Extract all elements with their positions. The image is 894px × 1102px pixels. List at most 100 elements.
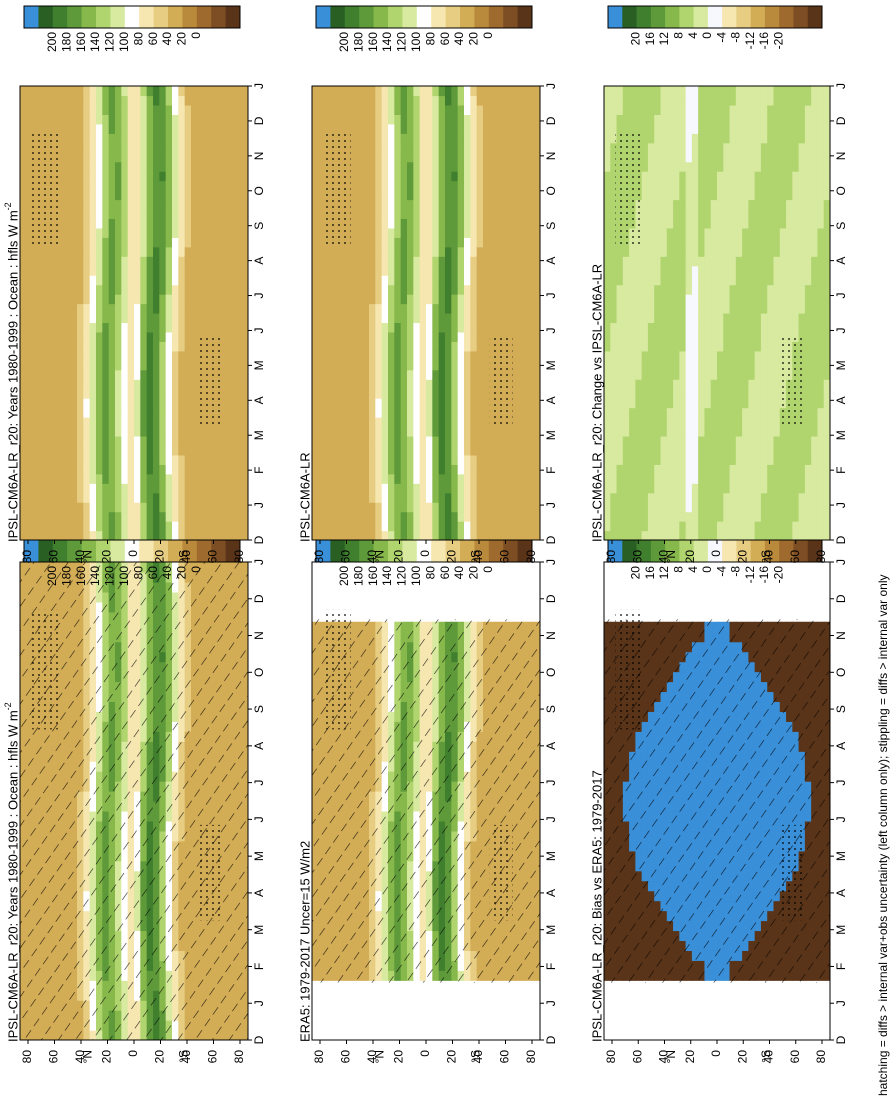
month-tick-label: M: [252, 851, 266, 861]
colorbar-label: 80: [131, 566, 145, 580]
colorbar-swatch: [225, 6, 241, 28]
month-tick-label: M: [544, 360, 558, 370]
month-tick-label: A: [252, 396, 266, 404]
colorbar-label: 180: [351, 566, 365, 586]
panel-title: IPSL-CM6A-LR_r20: Years 1980-1999 : Ocea…: [3, 202, 20, 542]
field-p_tr: [20, 86, 248, 540]
month-tick-label: A: [834, 889, 848, 897]
panel-title: IPSL-CM6A-LR_r20: Years 1980-1999 : Ocea…: [3, 702, 20, 1042]
colorbar-label: -8: [729, 566, 743, 577]
month-tick-label: M: [834, 851, 848, 861]
colorbar-label: 20: [629, 566, 643, 580]
lat-tick-label: 60: [630, 550, 644, 564]
lat-tick-label: 60: [498, 1050, 512, 1064]
month-tick-label: D: [834, 535, 848, 544]
month-tick-label: N: [544, 152, 558, 161]
field-p_tl: [20, 562, 248, 1040]
lat-tick-label: 20: [153, 1050, 167, 1064]
month-tick-label: A: [834, 257, 848, 265]
hemisphere-label: °N: [81, 550, 95, 563]
colorbar-label: 60: [146, 566, 160, 580]
month-tick-label: S: [834, 705, 848, 713]
colorbar-swatch: [359, 6, 375, 28]
month-tick-label: O: [544, 668, 558, 677]
colorbar-label: 160: [366, 32, 380, 52]
month-tick-label: D: [252, 1035, 266, 1044]
footnote: hatching = diffs > internal var+obs unce…: [876, 574, 890, 1096]
colorbar-swatch: [110, 6, 126, 28]
lat-tick-label: 60: [788, 1050, 802, 1064]
month-tick-label: J: [834, 502, 848, 508]
lat-tick-label: 0: [709, 550, 723, 557]
colorbar-swatch: [316, 6, 331, 28]
hemisphere-label: °N: [373, 550, 387, 563]
lat-tick-label: 80: [524, 1050, 538, 1064]
colorbar-swatch: [330, 540, 346, 562]
colorbar-swatch: [488, 6, 504, 28]
colorbar-label: -20: [771, 32, 785, 50]
colorbar-label: -12: [743, 566, 757, 584]
month-tick-label: J: [544, 293, 558, 299]
month-tick-label: D: [252, 594, 266, 603]
colorbar-swatch: [445, 540, 461, 562]
colorbar-swatch: [139, 540, 155, 562]
lat-tick-label: 40: [365, 1050, 379, 1064]
month-tick-label: A: [544, 742, 558, 750]
colorbar-label: 120: [103, 566, 117, 586]
lat-tick-label: 80: [232, 550, 246, 564]
colorbar-label: 160: [366, 566, 380, 586]
colorbar-swatch: [517, 540, 533, 562]
lat-tick-label: 20: [445, 550, 459, 564]
colorbar-p_mr: 200 180 160 140 120 100 80 60 40 20 0: [315, 5, 533, 52]
month-tick-label: A: [834, 396, 848, 404]
colorbar-label: 4: [686, 566, 700, 573]
month-tick-label: D: [252, 116, 266, 125]
month-tick-label: D: [834, 116, 848, 125]
colorbar-swatch: [38, 540, 54, 562]
month-tick-label: O: [834, 186, 848, 195]
month-tick-label: J: [252, 327, 266, 333]
colorbar-swatch: [707, 6, 723, 28]
month-tick-label: M: [834, 360, 848, 370]
colorbar-swatch: [81, 540, 97, 562]
colorbar-swatch: [707, 540, 723, 562]
colorbar-label: 100: [117, 32, 131, 52]
colorbar-label: 100: [117, 566, 131, 586]
colorbar-label: 120: [395, 32, 409, 52]
month-tick-label: F: [544, 466, 558, 473]
colorbar-swatch: [665, 6, 680, 28]
colorbar-swatch: [736, 540, 752, 562]
colorbar-swatch: [52, 6, 68, 28]
hemisphere-label: °N: [664, 1050, 678, 1063]
month-tick-label: J: [252, 293, 266, 299]
lat-tick-label: 60: [339, 550, 353, 564]
colorbar-swatch: [636, 540, 652, 562]
month-tick-label: A: [834, 742, 848, 750]
lat-tick-label: 60: [206, 1050, 220, 1064]
colorbar-swatch: [445, 6, 461, 28]
colorbar-label: 180: [59, 566, 73, 586]
lat-tick-label: 20: [445, 1050, 459, 1064]
colorbar-label: 12: [657, 32, 671, 46]
colorbar-swatch: [344, 6, 360, 28]
colorbar-swatch: [650, 540, 666, 562]
lat-tick-label: 60: [47, 1050, 61, 1064]
colorbar-swatch: [96, 540, 111, 562]
month-tick-label: F: [834, 466, 848, 473]
colorbar-label: 160: [74, 566, 88, 586]
lat-tick-label: 20: [100, 550, 114, 564]
colorbar-label: 60: [146, 32, 160, 46]
colorbar-swatch: [67, 6, 83, 28]
colorbar-label: 140: [380, 566, 394, 586]
lat-tick-label: 20: [735, 1050, 749, 1064]
month-tick-label: J: [252, 816, 266, 822]
colorbar-swatch: [168, 540, 183, 562]
colorbar-label: 20: [175, 32, 189, 46]
lat-tick-label: 20: [683, 1050, 697, 1064]
month-tick-label: N: [834, 152, 848, 161]
colorbar-swatch: [402, 6, 418, 28]
